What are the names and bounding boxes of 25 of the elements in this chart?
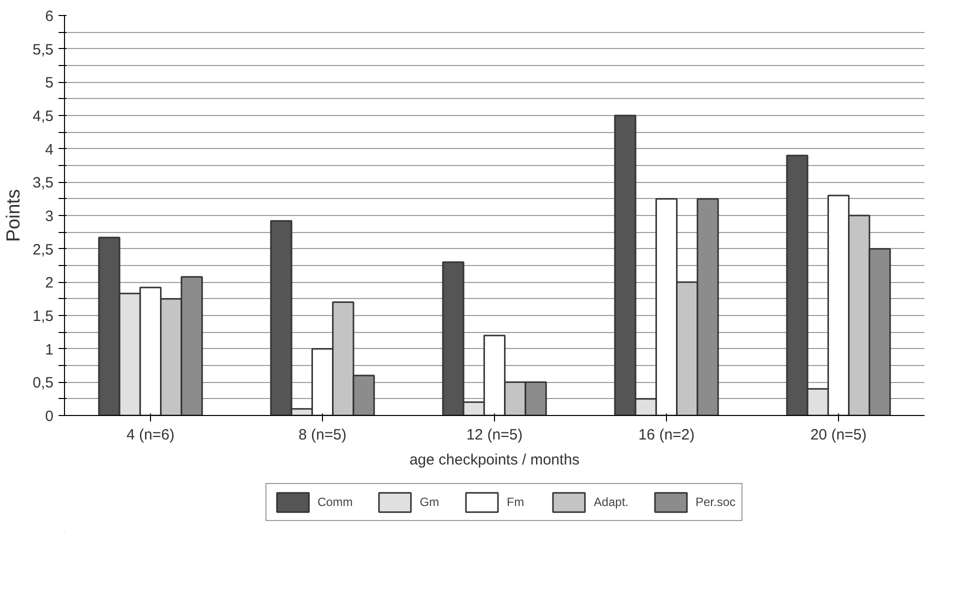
y-tick-label: 6 <box>45 8 54 25</box>
legend-label: Comm <box>317 495 353 509</box>
y-tick-label: 5,5 <box>32 41 54 58</box>
y-tick-label: 3 <box>45 208 54 225</box>
y-tick-label: 1,5 <box>32 308 54 325</box>
y-tick-label: 0 <box>45 408 54 425</box>
x-tick-label: 8 (n=5) <box>298 426 346 444</box>
legend-label: Gm <box>420 495 440 509</box>
y-tick-label: 3,5 <box>32 174 54 192</box>
y-tick-label: 2,5 <box>32 241 54 258</box>
y-tick-label: 2 <box>45 274 54 292</box>
y-tick-label: 5 <box>45 74 54 92</box>
legend-label: Fm <box>506 495 526 509</box>
y-tick-label: 4 <box>45 141 54 158</box>
x-tick-label: 20 (n=5) <box>810 426 867 444</box>
legend-label: Adapt. <box>594 495 629 509</box>
y-tick-label: 1 <box>45 341 54 358</box>
x-tick-label: 4 (n=6) <box>126 426 174 444</box>
x-axis-title: age checkpoints / months <box>409 452 580 468</box>
y-tick-label: 0,5 <box>32 374 54 392</box>
y-tick-label: 4,5 <box>32 108 54 125</box>
y-axis-title: Points <box>4 189 25 242</box>
x-tick-label: 16 (n=2) <box>638 426 695 444</box>
x-tick-label: 12 (n=5) <box>466 426 523 444</box>
legend-label: Per.soc <box>696 495 736 509</box>
